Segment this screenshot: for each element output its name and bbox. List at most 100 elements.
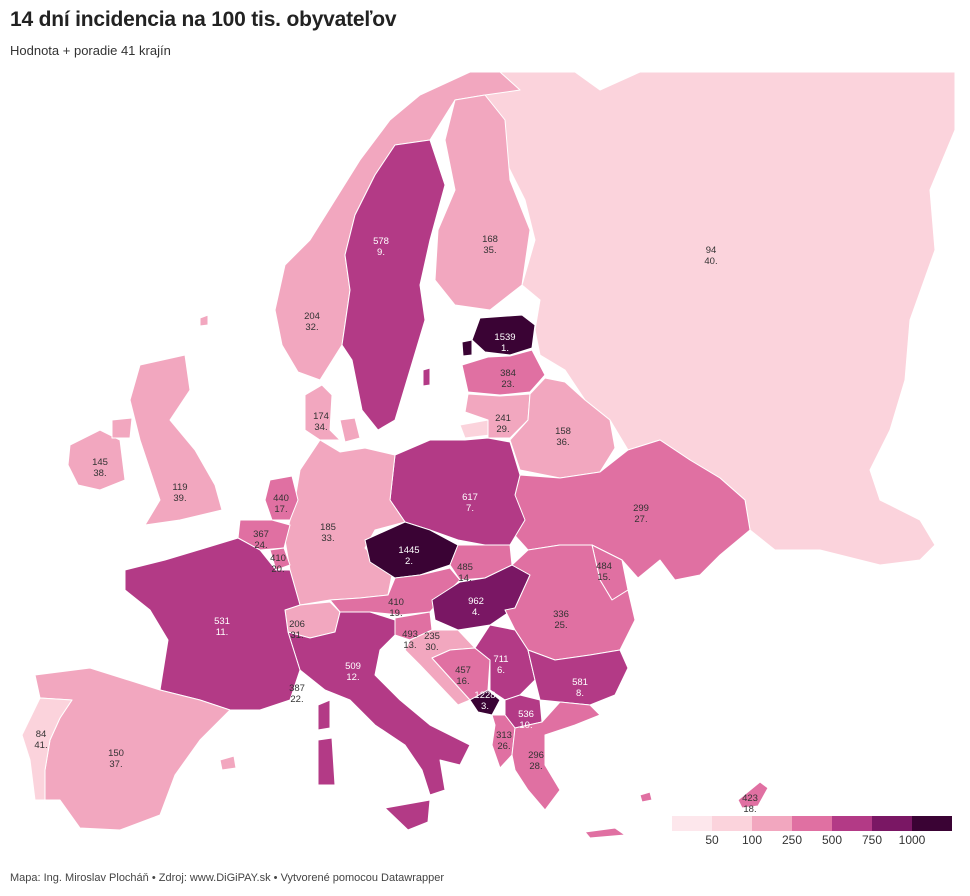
label-italy-rank: 12.	[346, 672, 359, 683]
legend-swatch	[712, 816, 752, 831]
label-lithuania-rank: 29.	[496, 424, 509, 435]
map-title: 14 dní incidencia na 100 tis. obyvateľov	[10, 8, 397, 31]
label-denmark-value: 174	[313, 411, 329, 422]
country-italy-sicily[interactable]	[384, 799, 431, 831]
label-albania-value: 313	[496, 730, 512, 741]
label-serbia-value: 711	[493, 654, 508, 665]
country-luxembourg[interactable]	[269, 547, 291, 571]
label-luxembourg-value: 410	[270, 553, 286, 564]
country-denmark-islands[interactable]	[339, 417, 361, 443]
country-montenegro[interactable]	[469, 689, 501, 716]
label-bulgaria-rank: 8.	[576, 688, 584, 699]
country-greece[interactable]	[511, 701, 601, 811]
label-ukraine-rank: 27.	[634, 514, 647, 525]
legend-tick-label: 250	[781, 833, 803, 847]
label-latvia-rank: 23.	[501, 379, 514, 390]
label-cyprus-value: 423	[742, 793, 758, 804]
country-greece-crete[interactable]	[584, 827, 626, 839]
country-bulgaria[interactable]	[527, 649, 629, 706]
label-slovakia-value: 485	[457, 562, 473, 573]
label-ukraine-value: 299	[633, 503, 649, 514]
country-finland[interactable]	[434, 94, 531, 311]
legend-swatch	[672, 816, 712, 831]
label-north-macedonia-value: 536	[518, 709, 534, 720]
island-balearic	[219, 755, 237, 771]
country-slovakia[interactable]	[449, 544, 513, 581]
label-netherlands-rank: 17.	[274, 504, 287, 515]
label-switzerland-value: 206	[289, 619, 305, 630]
country-uk[interactable]	[129, 354, 223, 526]
label-estonia-rank: 1.	[501, 343, 509, 354]
label-austria-value: 410	[388, 597, 404, 608]
label-czechia-value: 1445	[398, 545, 419, 556]
color-legend: 50 100 250 500 750 1000	[672, 816, 952, 850]
label-spain-rank: 37.	[109, 759, 122, 770]
label-russia-value: 94	[706, 245, 717, 256]
country-france[interactable]	[124, 537, 301, 711]
label-greece-rank: 28.	[529, 761, 542, 772]
country-belarus[interactable]	[509, 377, 616, 479]
country-italy[interactable]	[287, 611, 471, 796]
label-belgium-rank: 24.	[254, 540, 267, 551]
country-ireland[interactable]	[67, 429, 126, 491]
island-crete-east	[639, 791, 653, 803]
label-albania-rank: 26.	[497, 741, 510, 752]
country-russia-kaliningrad[interactable]	[459, 419, 491, 439]
country-albania[interactable]	[491, 714, 516, 769]
legend-tick-label: 1000	[898, 833, 926, 847]
country-germany[interactable]	[284, 439, 406, 606]
label-bosnia-value: 457	[455, 665, 471, 676]
label-romania-rank: 25.	[554, 620, 567, 631]
label-denmark-rank: 34.	[314, 422, 327, 433]
label-bulgaria-value: 581	[572, 677, 588, 688]
label-belgium-value: 367	[253, 529, 269, 540]
country-uk-northern-ireland[interactable]	[111, 417, 133, 439]
label-latvia-value: 384	[500, 368, 516, 379]
label-hungary-value: 962	[468, 596, 484, 607]
country-france-corsica[interactable]	[317, 699, 331, 731]
label-croatia-value: 235	[424, 631, 440, 642]
label-belarus-value: 158	[555, 426, 571, 437]
label-slovenia-rank: 13.	[403, 640, 416, 651]
country-sweden[interactable]	[341, 139, 446, 431]
label-slovakia-rank: 14.	[458, 573, 471, 584]
label-cyprus-rank: 18.	[743, 804, 756, 815]
label-lithuania-value: 241	[495, 413, 511, 424]
label-bosnia-rank: 16.	[456, 676, 469, 687]
label-russia-rank: 40.	[704, 256, 717, 267]
label-germany-rank: 33.	[321, 533, 334, 544]
country-netherlands[interactable]	[264, 475, 299, 521]
country-denmark[interactable]	[304, 384, 341, 441]
country-portugal[interactable]	[21, 697, 73, 801]
legend-swatch	[832, 816, 872, 831]
label-portugal-rank: 41.	[34, 740, 47, 751]
label-poland-value: 617	[462, 492, 478, 503]
legend-tick-label: 500	[821, 833, 843, 847]
label-norway-rank: 32.	[305, 322, 318, 333]
country-italy-sardinia[interactable]	[317, 737, 336, 786]
label-monaco-value: 387	[289, 683, 305, 694]
legend-swatch	[872, 816, 912, 831]
label-north-macedonia-rank: 10.	[519, 720, 532, 731]
label-spain-value: 150	[108, 748, 124, 759]
label-slovenia-value: 493	[402, 629, 418, 640]
label-luxembourg-rank: 20.	[271, 564, 284, 575]
country-lithuania[interactable]	[464, 393, 531, 439]
country-serbia[interactable]	[474, 624, 536, 701]
label-greece-value: 296	[528, 750, 544, 761]
label-uk-rank: 39.	[173, 493, 186, 504]
label-romania-value: 336	[553, 609, 569, 620]
legend-swatch	[752, 816, 792, 831]
island-gotland	[422, 367, 431, 387]
label-austria-rank: 19.	[389, 608, 402, 619]
island-shetland	[199, 314, 209, 327]
country-latvia[interactable]	[461, 349, 546, 396]
country-russia[interactable]	[469, 71, 956, 566]
label-netherlands-value: 440	[273, 493, 289, 504]
label-croatia-rank: 30.	[425, 642, 438, 653]
label-portugal-value: 84	[36, 729, 47, 740]
country-cyprus[interactable]	[737, 781, 769, 809]
country-estonia[interactable]	[471, 314, 536, 356]
label-sweden-value: 578	[373, 236, 389, 247]
